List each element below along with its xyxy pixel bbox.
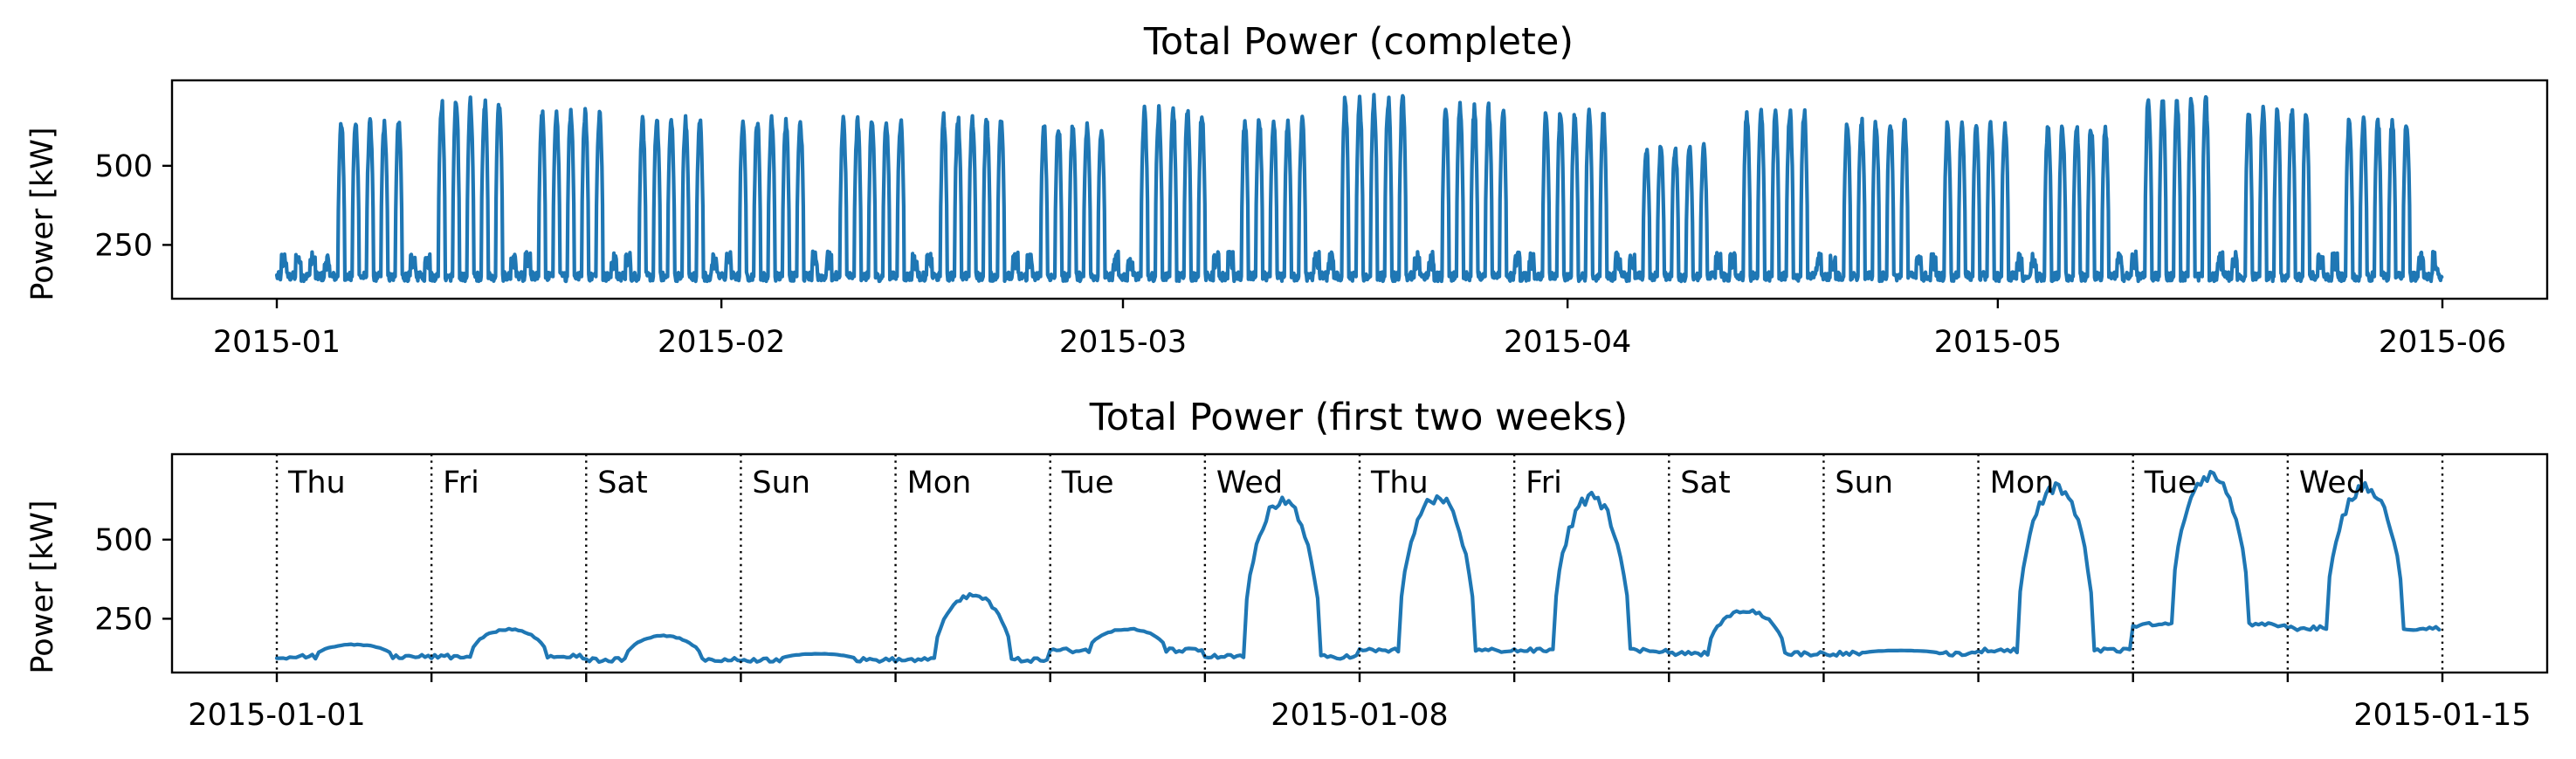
chart-complete-xtick-label: 2015-05 bbox=[1934, 325, 2062, 360]
chart-two-weeks-day-label: Mon bbox=[1990, 466, 2055, 500]
chart-complete-xtick-label: 2015-03 bbox=[1059, 325, 1187, 360]
chart-complete-series-line bbox=[274, 93, 2444, 284]
chart-complete-ylabel: Power [kW] bbox=[25, 127, 60, 300]
chart-complete-ytick-label: 250 bbox=[94, 228, 153, 263]
chart-two-weeks-xtick-label: 2015-01-15 bbox=[2353, 698, 2531, 733]
chart-two-weeks-series-line bbox=[274, 469, 2442, 665]
chart-two-weeks-day-label: Fri bbox=[1526, 466, 1562, 500]
chart-two-weeks-day-label: Mon bbox=[907, 466, 972, 500]
chart-two-weeks-day-label: Sun bbox=[1835, 466, 1893, 500]
chart-two-weeks-ylabel: Power [kW] bbox=[25, 500, 60, 673]
chart-two-weeks-day-label: Tue bbox=[1061, 466, 1114, 500]
chart-two-weeks-day-label: Tue bbox=[2144, 466, 2197, 500]
chart-two-weeks-title: Total Power (first two weeks) bbox=[1089, 396, 1628, 439]
chart-two-weeks-ytick-label: 250 bbox=[94, 602, 153, 637]
chart-two-weeks-day-label: Sun bbox=[752, 466, 810, 500]
chart-complete-xtick-label: 2015-04 bbox=[1504, 325, 1631, 360]
chart-two-weeks-xtick-label: 2015-01-01 bbox=[188, 698, 365, 733]
chart-complete: Total Power (complete) Power [kW] 250 500… bbox=[25, 20, 2549, 360]
chart-two-weeks-day-label: Thu bbox=[1370, 466, 1429, 500]
chart-complete-xtick-label: 2015-06 bbox=[2379, 325, 2506, 360]
chart-two-weeks-frame bbox=[170, 452, 2549, 674]
chart-complete-title: Total Power (complete) bbox=[1143, 20, 1574, 64]
chart-complete-plot-area: 250 500 2015-01 2015-02 2015-03 2015-04 2015-0… bbox=[94, 93, 2506, 360]
chart-two-weeks-plot-area: Thu Fri Sat Sun Mon Tue Wed Thu Fri Sat Sun Mon Tue W… bbox=[94, 454, 2531, 733]
chart-complete-ytick-label: 500 bbox=[94, 149, 153, 184]
chart-two-weeks: Total Power (first two weeks) Power [kW]… bbox=[25, 396, 2549, 733]
chart-two-weeks-day-label: Thu bbox=[287, 466, 346, 500]
chart-complete-xtick-label: 2015-01 bbox=[213, 325, 341, 360]
chart-two-weeks-ytick-label: 500 bbox=[94, 523, 153, 558]
chart-complete-frame bbox=[170, 79, 2549, 300]
chart-two-weeks-day-label: Sat bbox=[1680, 466, 1730, 500]
chart-two-weeks-xtick-label: 2015-01-08 bbox=[1271, 698, 1448, 733]
chart-two-weeks-day-label: Fri bbox=[443, 466, 479, 500]
chart-complete-xtick-label: 2015-02 bbox=[658, 325, 785, 360]
chart-two-weeks-day-label: Sat bbox=[597, 466, 647, 500]
chart-two-weeks-day-label: Wed bbox=[1216, 466, 1283, 500]
chart-two-weeks-day-label: Wed bbox=[2299, 466, 2366, 500]
